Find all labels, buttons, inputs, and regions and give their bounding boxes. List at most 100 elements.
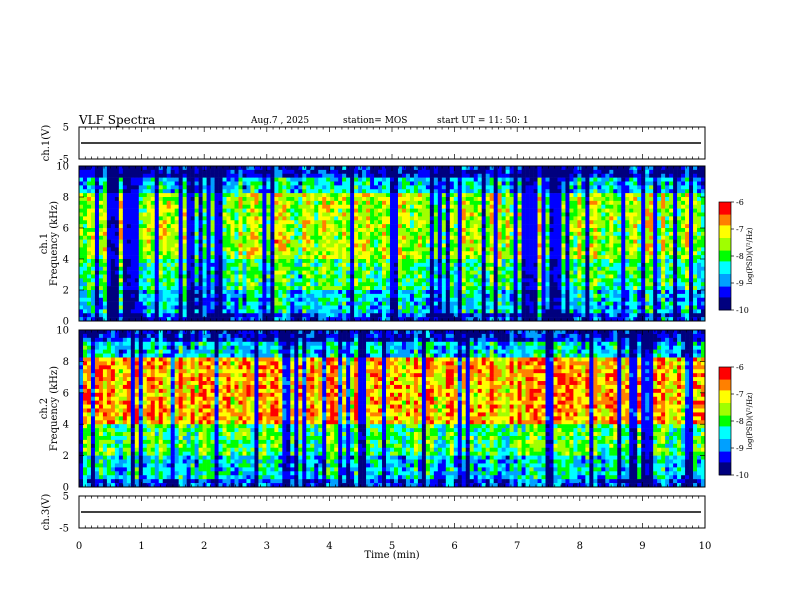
- spectrogram-cell: [330, 185, 335, 190]
- spectrogram-cell: [513, 177, 518, 182]
- spectrogram-cell: [493, 293, 498, 299]
- spectrogram-cell: [525, 228, 530, 233]
- spectrogram-cell: [210, 270, 215, 275]
- spectrogram-cell: [545, 274, 550, 279]
- spectrogram-cell: [573, 193, 578, 198]
- spectrogram-cell: [250, 216, 255, 221]
- spectrogram-cell: [397, 235, 403, 240]
- spectrogram-cell: [537, 262, 542, 268]
- spectrogram-cell: [477, 313, 483, 318]
- spectrogram-cell: [130, 243, 136, 248]
- spectrogram-cell: [118, 181, 124, 186]
- spectrogram-cell: [186, 193, 191, 198]
- spectrogram-cell: [529, 169, 534, 175]
- spectrogram-cell: [338, 204, 343, 209]
- spectrogram-cell: [425, 290, 431, 295]
- spectrogram-cell: [573, 177, 578, 182]
- spectrogram-cell: [310, 231, 315, 237]
- spectrogram-cell: [222, 293, 227, 299]
- spectrogram-cell: [154, 313, 160, 318]
- spectrogram-cell: [246, 309, 251, 314]
- spectrogram-cell: [266, 243, 271, 248]
- spectrogram-cell: [561, 255, 566, 260]
- spectrogram-cell: [350, 177, 355, 182]
- spectrogram-cell: [118, 243, 124, 248]
- spectrogram-cell: [421, 309, 427, 314]
- spectrogram-cell: [242, 185, 247, 190]
- spectrogram-cell: [262, 266, 267, 271]
- spectrogram-cell: [469, 193, 475, 198]
- spectrogram-cell: [521, 208, 526, 213]
- spectrogram-cell: [114, 251, 120, 256]
- spectrogram-cell: [513, 166, 518, 171]
- spectrogram-cell: [286, 169, 291, 175]
- spectrogram-cell: [505, 197, 510, 202]
- spectrogram-cell: [401, 200, 407, 206]
- spectrogram-cell: [413, 309, 419, 314]
- spectrogram-cell: [258, 278, 263, 283]
- spectrogram-cell: [453, 220, 459, 225]
- spectrogram-cell: [501, 185, 506, 190]
- spectrogram-cell: [445, 185, 451, 190]
- spectrogram-cell: [138, 231, 144, 237]
- spectrogram-cell: [469, 169, 475, 175]
- spectrogram-cell: [378, 282, 383, 287]
- spectrogram-cell: [262, 286, 267, 291]
- spectrogram-cell: [258, 266, 263, 271]
- spectrogram-cell: [461, 185, 467, 190]
- spectrogram-cell: [154, 189, 160, 194]
- spectrogram-cell: [234, 204, 239, 209]
- spectrogram-cell: [401, 166, 407, 171]
- spectrogram-cell: [533, 169, 538, 175]
- spectrogram-cell: [314, 193, 319, 198]
- spectrogram-cell: [545, 270, 550, 275]
- spectrogram-cell: [294, 177, 299, 182]
- spectrogram-cell: [338, 313, 343, 318]
- spectrogram-cell: [525, 243, 530, 248]
- spectrogram-cell: [298, 235, 303, 240]
- spectrogram-cell: [210, 228, 215, 233]
- spectrogram-cell: [110, 181, 116, 186]
- spectrogram-cell: [433, 228, 439, 233]
- spectrogram-cell: [202, 189, 207, 194]
- spectrogram-cell: [425, 317, 431, 322]
- spectrogram-cell: [298, 286, 303, 291]
- spectrogram-cell: [366, 169, 371, 175]
- spectrogram-cell: [230, 200, 235, 206]
- spectrogram-cell: [441, 290, 447, 295]
- spectrogram-cell: [142, 193, 148, 198]
- spectrogram-cell: [234, 309, 239, 314]
- spectrogram-cell: [106, 239, 112, 244]
- spectrogram-cell: [342, 243, 347, 248]
- spectrogram-cell: [529, 220, 534, 225]
- spectrogram-cell: [82, 239, 88, 244]
- spectrogram-cell: [429, 247, 435, 252]
- spectrogram-cell: [178, 266, 183, 271]
- spectrogram-cell: [334, 169, 339, 175]
- spectrogram-cell: [453, 185, 459, 190]
- spectrogram-cell: [226, 177, 231, 182]
- spectrogram-cell: [190, 204, 195, 209]
- spectrogram-cell: [469, 185, 475, 190]
- spectrogram-cell: [182, 185, 187, 190]
- spectrogram-cell: [258, 177, 263, 182]
- spectrogram-cell: [226, 181, 231, 186]
- spectrogram-cell: [150, 216, 156, 221]
- spectrogram-cell: [350, 309, 355, 314]
- spectrogram-cell: [94, 228, 100, 233]
- spectrogram-cell: [106, 193, 112, 198]
- spectrogram-cell: [521, 185, 526, 190]
- spectrogram-cell: [545, 208, 550, 213]
- spectrogram-cell: [322, 255, 327, 260]
- spectrogram-cell: [409, 270, 415, 275]
- spectrogram-cell: [98, 224, 104, 229]
- spectrogram-cell: [86, 169, 92, 175]
- spectrogram-cell: [246, 293, 251, 299]
- spectrogram-cell: [465, 231, 471, 237]
- spectrogram-cell: [569, 220, 574, 225]
- spectrogram-cell: [441, 317, 447, 322]
- spectrogram-cell: [541, 181, 546, 186]
- spectrogram-cell: [82, 259, 88, 264]
- spectrogram-cell: [222, 208, 227, 213]
- spectrogram-cell: [126, 197, 132, 202]
